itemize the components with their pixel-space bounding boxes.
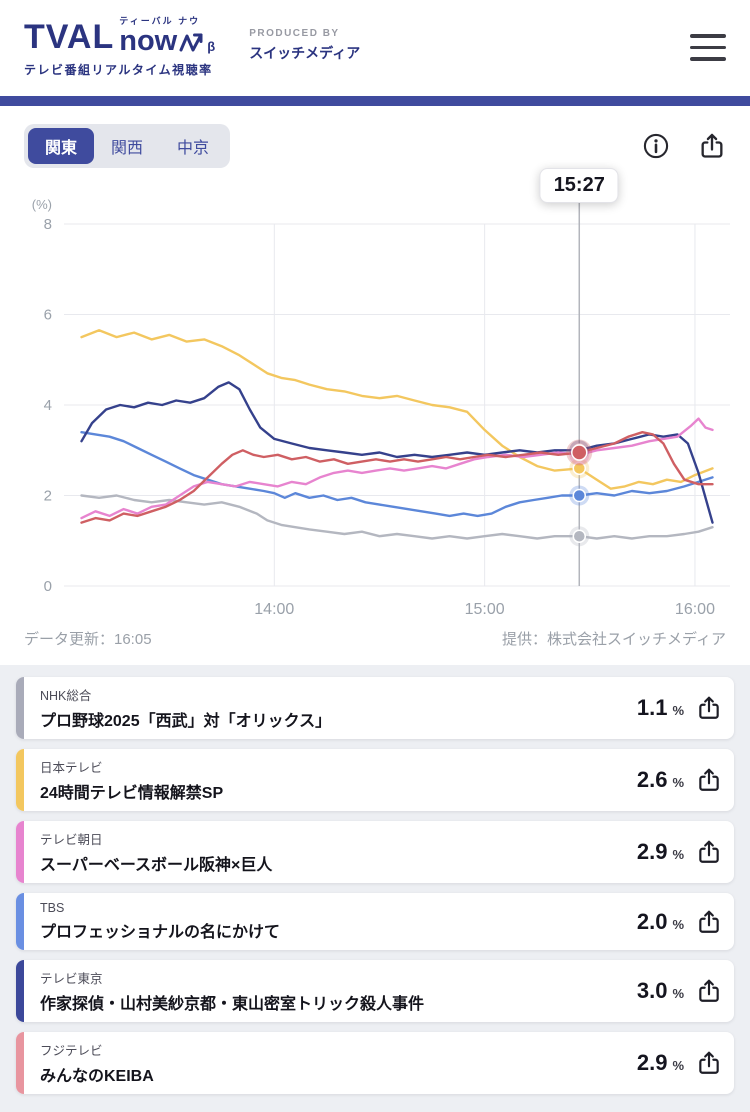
tab-chukyo[interactable]: 中京 [160,128,226,164]
station-name: NHK総合 [40,689,92,703]
svg-text:(%): (%) [32,197,52,212]
svg-text:6: 6 [44,307,52,324]
line-chart-svg: 0 2 4 6 8 (%) 14:00 15:00 16:00 [32,196,730,618]
svg-text:16:00: 16:00 [675,601,715,618]
channel-color-bar [16,960,24,1022]
svg-text:4: 4 [44,397,52,414]
brand-accent-bar [0,96,750,106]
program-title: スーパーベースボール阪神×巨人 [40,857,273,874]
program-card-tx[interactable]: テレビ東京 作家探偵・山村美紗京都・東山密室トリック殺人事件 3.0% [16,960,734,1022]
rating-value: 2.0% [636,908,684,934]
share-icon [698,132,726,160]
program-title: 作家探偵・山村美紗京都・東山密室トリック殺人事件 [40,996,425,1013]
share-button[interactable] [696,977,724,1005]
rating-value: 2.9% [636,839,684,864]
share-icon [696,767,722,793]
produced-by-block: PRODUCED BY スイッチメディア [249,28,360,63]
hamburger-icon [690,34,726,38]
share-button[interactable] [696,908,724,936]
share-icon [696,695,722,721]
logo-text-now: now [119,25,178,57]
logo-beta-badge: β [207,39,216,55]
provider-label: 提供：株式会社スイッチメディア [502,631,726,648]
channel-color-bar [16,677,24,739]
logo-tagline: テレビ番組リアルタイム視聴率 [24,63,213,78]
tab-kanto[interactable]: 関東 [28,128,94,164]
switch-media-link[interactable]: スイッチメディア [249,45,361,61]
share-icon [696,1050,722,1076]
svg-text:15:00: 15:00 [465,601,505,618]
produced-by-label: PRODUCED BY [249,28,340,39]
station-name: テレビ朝日 [40,833,103,847]
time-cursor-tooltip: 15:27 [539,168,619,203]
share-button[interactable] [696,766,724,794]
program-title: 24時間テレビ情報解禁SP [40,785,224,802]
station-name: TBS [40,901,65,915]
station-name: 日本テレビ [40,761,103,775]
logo-text-tval: TVAL [24,18,115,57]
program-title: プロフェッショナルの名にかけて [40,924,281,941]
channel-color-bar [16,1032,24,1094]
logo-kana-text: ティーバル ナウ [119,16,201,26]
share-icon [696,839,722,865]
channel-color-bar [16,749,24,811]
chart-footer: データ更新：16:05 提供：株式会社スイッチメディア [0,624,750,665]
share-button[interactable] [696,1049,724,1077]
station-name: テレビ東京 [40,972,103,986]
chart-toolbar: 関東 関西 中京 [0,106,750,168]
share-icon [696,978,722,1004]
program-card-tbs[interactable]: TBS プロフェッショナルの名にかけて 2.0% [16,893,734,950]
rating-value: 1.1% [636,695,684,720]
channel-color-bar [16,893,24,950]
svg-text:8: 8 [44,216,52,233]
share-button[interactable] [696,838,724,866]
data-updated-label: データ更新：16:05 [24,631,152,648]
channel-color-bar [16,821,24,883]
ratings-chart[interactable]: 15:27 0 2 4 6 8 (%) 14:00 15:00 16:00 [0,168,750,624]
chart-panel: 関東 関西 中京 15:27 0 2 4 6 8 (%) 14:00 15:00 16:00 デ… [0,106,750,665]
svg-text:0: 0 [44,578,52,595]
program-card-nhk[interactable]: NHK総合 プロ野球2025「西武」対「オリックス」 1.1% [16,677,734,739]
tab-kansai[interactable]: 関西 [94,128,160,164]
tval-now-logo[interactable]: TVAL ティーバル ナウ now β テレビ番組リアルタイム視聴率 [24,14,215,78]
logo-zigzag-arrow-icon [179,30,205,54]
program-card-ex[interactable]: テレビ朝日 スーパーベースボール阪神×巨人 2.9% [16,821,734,883]
program-card-cx[interactable]: フジテレビ みんなのKEIBA 2.9% [16,1032,734,1094]
station-name: フジテレビ [40,1044,103,1058]
rating-value: 2.9% [636,1050,684,1075]
chart-share-button[interactable] [698,132,726,160]
info-button[interactable] [642,132,670,160]
svg-text:2: 2 [44,488,52,505]
program-title: みんなのKEIBA [40,1068,154,1085]
app-header: TVAL ティーバル ナウ now β テレビ番組リアルタイム視聴率 PRODU… [0,0,750,96]
share-button[interactable] [696,694,724,722]
program-card-ntv[interactable]: 日本テレビ 24時間テレビ情報解禁SP 2.6% [16,749,734,811]
info-icon [642,132,670,160]
region-tabs: 関東 関西 中京 [24,124,230,168]
svg-text:14:00: 14:00 [254,601,294,618]
share-icon [696,909,722,935]
program-list: NHK総合 プロ野球2025「西武」対「オリックス」 1.1% 日本テレビ 24… [0,665,750,1112]
rating-value: 2.6% [636,767,684,792]
menu-button[interactable] [690,30,726,65]
rating-value: 3.0% [636,978,684,1003]
program-title: プロ野球2025「西武」対「オリックス」 [40,713,332,730]
